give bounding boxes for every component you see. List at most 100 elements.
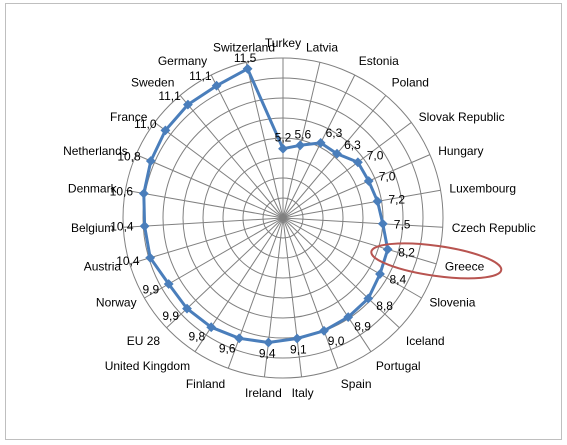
spoke-spain <box>282 217 339 369</box>
spoke-denmark <box>125 189 284 219</box>
value-label-switzerland: 11,5 <box>234 51 257 65</box>
value-label-poland: 6,3 <box>344 138 361 152</box>
spoke-hungary <box>282 154 431 219</box>
spoke-estonia <box>282 74 356 219</box>
series-markers <box>138 63 393 348</box>
data-point-germany <box>211 80 222 91</box>
value-label-spain: 9,0 <box>328 334 345 348</box>
spoke-switzerland <box>245 62 284 219</box>
value-label-norway: 9,9 <box>143 283 160 297</box>
highlight-ellipse-greece <box>370 242 503 280</box>
category-label-germany: Germany <box>158 54 207 68</box>
spoke-sweden <box>179 95 284 219</box>
category-label-netherlands: Netherlands <box>63 144 128 158</box>
spoke-austria <box>129 217 284 265</box>
value-label-ireland: 9,4 <box>259 346 276 360</box>
data-point-belgium <box>139 221 150 232</box>
data-point-poland <box>332 148 342 159</box>
category-label-austria: Austria <box>84 260 122 274</box>
category-label-estonia: Estonia <box>359 54 399 68</box>
data-point-greece <box>382 244 393 255</box>
spoke-netherlands <box>135 154 284 219</box>
value-label-iceland: 8,8 <box>376 299 393 313</box>
data-point-finland <box>234 333 245 344</box>
value-label-luxembourg: 7,2 <box>388 192 405 206</box>
data-point-united-kingdom <box>206 322 217 333</box>
category-label-slovak-republic: Slovak Republic <box>419 110 505 124</box>
data-point-france <box>160 125 171 136</box>
data-point-portugal <box>343 312 354 323</box>
data-point-slovak-republic <box>352 157 363 168</box>
value-label-netherlands: 10,8 <box>117 150 141 164</box>
spoke-portugal <box>282 217 372 352</box>
spoke-luxembourg <box>282 189 441 219</box>
value-label-united-kingdom: 9,8 <box>189 329 206 343</box>
spoke-finland <box>227 217 284 369</box>
data-point-latvia <box>295 140 306 151</box>
data-point-iceland <box>363 293 374 304</box>
category-label-norway: Norway <box>96 296 137 310</box>
category-label-latvia: Latvia <box>306 41 338 55</box>
data-point-turkey <box>278 143 288 154</box>
value-label-austria: 10,4 <box>116 254 140 268</box>
value-label-greece: 8,2 <box>398 246 415 260</box>
category-label-france: France <box>110 110 148 124</box>
radar-spokes <box>123 58 443 377</box>
spoke-poland <box>282 95 387 219</box>
category-label-portugal: Portugal <box>376 359 421 373</box>
category-label-spain: Spain <box>341 377 372 391</box>
category-label-eu-28: EU 28 <box>127 334 161 348</box>
data-point-switzerland <box>242 63 253 74</box>
spoke-ireland <box>263 217 284 377</box>
series-polygon <box>142 67 390 344</box>
value-label-estonia: 6,3 <box>326 126 343 140</box>
series-line <box>142 67 390 344</box>
spoke-belgium <box>123 217 284 228</box>
category-label-united-kingdom: United Kingdom <box>105 359 190 373</box>
data-point-czech-republic <box>377 218 388 229</box>
category-label-czech-republic: Czech Republic <box>452 221 536 235</box>
category-labels: Turkey Latvia Estonia Poland Slovak Republic… <box>63 36 536 400</box>
data-point-sweden <box>182 99 193 110</box>
data-point-estonia <box>315 137 326 148</box>
value-label-portugal: 8,9 <box>354 319 371 333</box>
category-label-denmark: Denmark <box>68 182 118 196</box>
category-label-iceland: Iceland <box>406 334 445 348</box>
value-label-hungary: 7,0 <box>379 170 396 184</box>
highlight-ellipse <box>370 242 503 280</box>
spoke-greece <box>282 217 437 265</box>
spoke-czech-republic <box>282 217 443 228</box>
category-label-hungary: Hungary <box>438 144 483 158</box>
category-label-switzerland: Switzerland <box>213 41 275 55</box>
value-labels: 5,2 5,6 6,36,3 7,0 7,0 7,2 7,5 8,2 8,4 8,8 8,9 9,0 9… <box>110 51 416 360</box>
spoke-italy <box>282 217 303 377</box>
data-point-spain <box>319 325 329 336</box>
spoke-france <box>154 122 284 219</box>
category-label-slovenia: Slovenia <box>429 296 475 310</box>
value-label-turkey: 5,2 <box>275 131 292 145</box>
data-point-norway <box>163 279 174 289</box>
data-point-denmark <box>138 188 149 199</box>
value-label-slovak-republic: 7,0 <box>367 149 384 163</box>
value-label-germany: 11,1 <box>189 69 212 83</box>
spoke-slovak-republic <box>282 122 412 219</box>
value-label-czech-republic: 7,5 <box>394 218 411 232</box>
category-label-turkey: Turkey <box>265 36 301 50</box>
category-label-sweden: Sweden <box>131 76 174 90</box>
value-label-belgium: 10,4 <box>110 220 134 234</box>
category-label-belgium: Belgium <box>71 221 114 235</box>
spoke-iceland <box>282 217 400 329</box>
category-label-poland: Poland <box>392 76 429 90</box>
value-label-denmark: 10,6 <box>110 185 134 199</box>
data-point-luxembourg <box>372 196 383 207</box>
data-point-hungary <box>363 176 374 186</box>
spoke-latvia <box>282 62 321 219</box>
spoke-norway <box>144 217 284 299</box>
data-point-eu-28 <box>182 303 192 314</box>
value-label-eu-28: 9,9 <box>162 309 179 323</box>
value-label-sweden: 11,1 <box>158 89 181 103</box>
category-label-finland: Finland <box>186 377 225 391</box>
category-label-italy: Italy <box>292 386 314 400</box>
value-label-latvia: 5,6 <box>294 128 311 142</box>
